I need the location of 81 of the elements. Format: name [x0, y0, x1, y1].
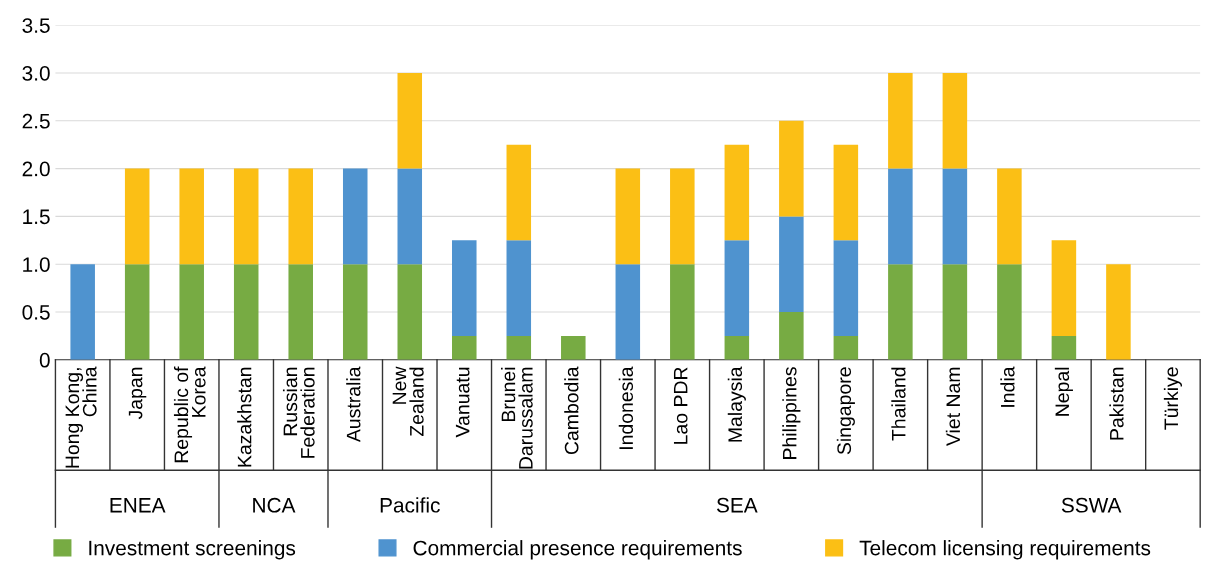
bar: [670, 264, 695, 360]
bar: [506, 240, 532, 336]
x-tick-label: Malaysia: [727, 366, 746, 442]
bar: [888, 168, 913, 265]
bar: [452, 335, 477, 360]
x-tick-label: Vanuatu: [455, 367, 470, 438]
bar: [288, 264, 313, 360]
bar: [942, 264, 968, 360]
bar: [452, 240, 477, 336]
bar: [779, 216, 804, 312]
bar: [342, 264, 368, 360]
bar: [779, 311, 804, 360]
bar: [833, 240, 859, 336]
legend-label: Telecom licensing requirements: [859, 540, 1151, 560]
x-tick-label: Hong Kong, China: [65, 366, 97, 468]
x-tick-label: Australia: [346, 366, 361, 443]
y-tick-label: 0.5: [22, 304, 50, 320]
bar: [124, 264, 150, 360]
y-tick-label: 3.0: [22, 65, 50, 81]
bar: [1051, 335, 1077, 360]
bar: [724, 144, 750, 241]
x-tick-label: India: [1000, 366, 1015, 407]
bar: [179, 264, 204, 360]
bar: [397, 264, 423, 360]
bar: [833, 144, 859, 241]
x-tick-label: New Zealand: [392, 366, 424, 437]
y-tick-label: 2.5: [22, 113, 50, 129]
x-tick-label: Thailand: [891, 367, 906, 441]
x-tick-label: Japan: [128, 367, 147, 420]
x-tick-label: Viet Nam: [945, 367, 961, 447]
bar: [561, 335, 586, 360]
bar: [997, 168, 1022, 265]
bar: [233, 168, 259, 265]
x-tick-label: Republic of Korea: [173, 366, 206, 463]
text: SSWA: [1061, 497, 1122, 513]
bar: [397, 72, 423, 169]
text: ENEA: [110, 498, 166, 513]
x-tick-label: Russian Federation: [282, 367, 315, 458]
bar: [397, 168, 423, 265]
x-tick-label: Pakistan: [1109, 367, 1124, 440]
x-tick-label: Nepal: [1054, 367, 1073, 416]
y-tick-label: 1.0: [23, 257, 50, 272]
x-tick-label: Kazakhstan: [237, 367, 252, 467]
bar: [233, 264, 259, 360]
bar: [724, 335, 750, 360]
x-tick-label: Philippines: [782, 367, 801, 459]
bar: [942, 72, 968, 169]
bar: [179, 168, 204, 265]
legend-label: Commercial presence requirements: [413, 540, 742, 560]
bar: [670, 168, 695, 265]
bar: [288, 168, 313, 265]
y-tick-label: 1.5: [23, 209, 50, 225]
bar: [888, 72, 913, 169]
bar: [70, 264, 95, 360]
bar: [779, 120, 804, 217]
text: NCA: [253, 497, 296, 513]
x-tick-label: Singapore: [836, 367, 855, 455]
bar: [888, 264, 913, 360]
text: SEA: [716, 497, 758, 513]
text: Pacific: [380, 497, 440, 513]
bar: [342, 168, 368, 265]
bar: [1106, 264, 1131, 360]
y-tick-label: 2.0: [22, 161, 50, 177]
bar: [506, 144, 532, 241]
x-tick-label: Indonesia: [618, 366, 634, 450]
bar: [724, 240, 750, 336]
bar: [997, 264, 1022, 360]
bar: [833, 335, 859, 360]
x-tick-label: Lao PDR: [673, 367, 688, 444]
bar: [942, 168, 968, 265]
bar: [124, 168, 150, 265]
legend-label: Investment screenings: [89, 540, 296, 560]
x-tick-label: Brunei Darussalam: [501, 367, 533, 469]
y-tick-label: 3.5: [22, 18, 50, 33]
bar: [615, 168, 641, 265]
x-tick-label: Türkiye: [1163, 367, 1182, 430]
bar: [1051, 240, 1077, 336]
bar: [615, 264, 641, 360]
x-tick-label: Cambodia: [564, 366, 579, 455]
bar: [506, 335, 532, 360]
y-tick-label: 0: [39, 352, 50, 368]
